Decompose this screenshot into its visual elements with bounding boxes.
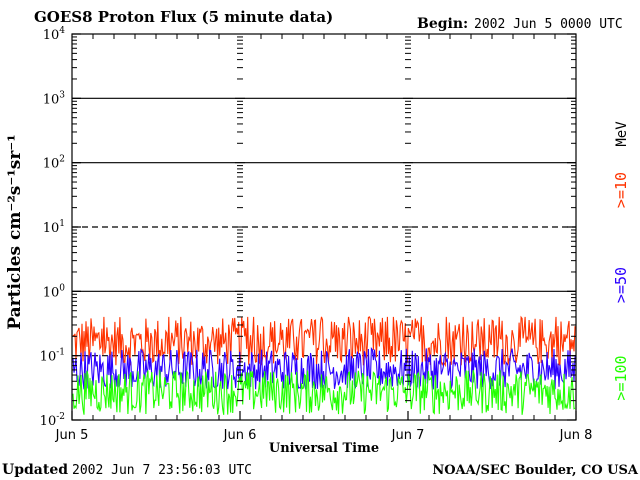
- legend-series-10: >=10: [612, 172, 630, 208]
- x-tick-label: Jun 6: [223, 428, 257, 443]
- updated-label: Updated: [2, 462, 68, 478]
- y-tick-label: 102: [43, 155, 65, 172]
- x-axis-title: Universal Time: [269, 441, 379, 456]
- source-label: NOAA/SEC Boulder, CO USA: [432, 463, 639, 478]
- x-tick-label: Jun 5: [55, 428, 89, 443]
- begin-label: Begin:: [417, 16, 468, 32]
- y-tick-label: 101: [43, 219, 65, 236]
- legend-series-100: >=100: [612, 355, 630, 400]
- updated-value: 2002 Jun 7 23:56:03 UTC: [72, 463, 252, 478]
- x-tick-label: Jun 7: [391, 428, 425, 443]
- y-tick-label: 100: [43, 283, 66, 300]
- y-tick-label: 104: [43, 26, 66, 43]
- series-line-0: [72, 315, 576, 368]
- chart-title: GOES8 Proton Flux (5 minute data): [34, 8, 333, 26]
- y-tick-label: 103: [43, 90, 66, 107]
- legend-series-50: >=50: [612, 267, 630, 303]
- y-tick-labels: 10-2 10-1 100 101 102 103 104: [40, 26, 66, 429]
- axis-layer: [71, 33, 577, 421]
- x-tick-label: Jun 8: [559, 428, 593, 443]
- y-tick-label: 10-2: [40, 412, 65, 429]
- series-layer: [72, 315, 576, 415]
- grid-layer: [72, 97, 576, 357]
- series-line-2: [72, 369, 576, 415]
- begin-value: 2002 Jun 5 0000 UTC: [474, 17, 623, 32]
- x-tick-labels: Jun 5 Jun 6 Jun 7 Jun 8: [55, 428, 593, 443]
- y-axis-title: Particles cm⁻²s⁻¹sr⁻¹: [5, 134, 25, 329]
- legend-units: MeV: [614, 121, 630, 147]
- y-tick-label: 10-1: [40, 348, 65, 365]
